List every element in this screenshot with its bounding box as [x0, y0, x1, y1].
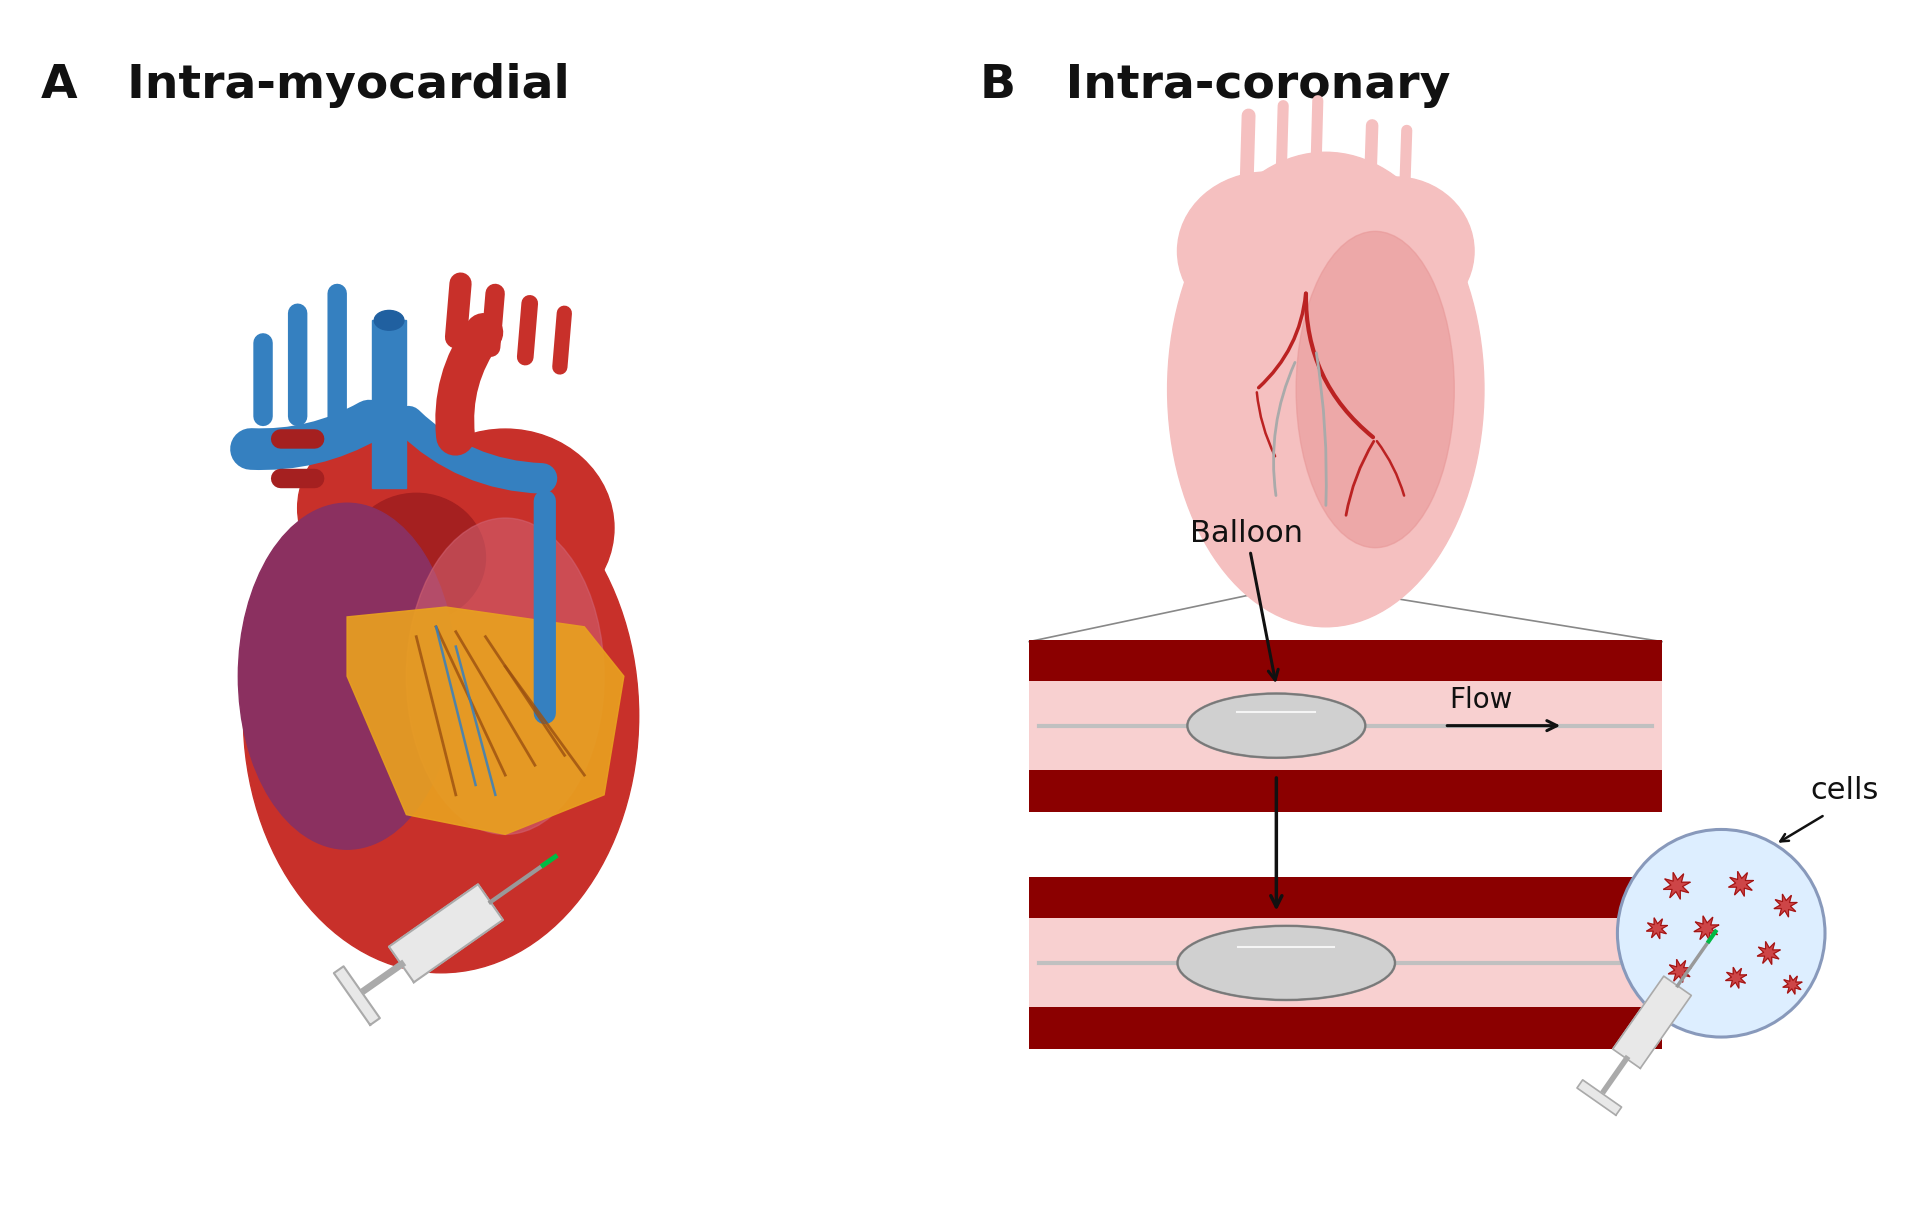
- FancyBboxPatch shape: [1029, 770, 1663, 812]
- Polygon shape: [348, 607, 624, 835]
- Polygon shape: [1576, 1079, 1622, 1115]
- FancyArrowPatch shape: [1260, 293, 1306, 388]
- Polygon shape: [1784, 975, 1803, 994]
- FancyArrowPatch shape: [455, 332, 484, 436]
- Ellipse shape: [1167, 152, 1484, 627]
- Polygon shape: [1757, 942, 1780, 965]
- FancyArrowPatch shape: [252, 421, 369, 449]
- FancyArrowPatch shape: [1346, 442, 1373, 515]
- Polygon shape: [1647, 918, 1667, 938]
- FancyArrowPatch shape: [1273, 363, 1294, 495]
- Text: cells: cells: [1811, 775, 1878, 804]
- Polygon shape: [1613, 976, 1692, 1069]
- Polygon shape: [390, 885, 503, 982]
- Ellipse shape: [1177, 926, 1396, 1000]
- Polygon shape: [1728, 871, 1753, 896]
- Polygon shape: [1663, 873, 1690, 899]
- Ellipse shape: [374, 310, 403, 330]
- FancyBboxPatch shape: [1029, 1008, 1663, 1049]
- FancyBboxPatch shape: [1029, 877, 1663, 919]
- Ellipse shape: [1315, 176, 1475, 325]
- FancyArrowPatch shape: [526, 303, 530, 357]
- FancyArrowPatch shape: [409, 421, 541, 478]
- Text: Balloon: Balloon: [1190, 518, 1304, 680]
- Polygon shape: [1774, 894, 1797, 918]
- Text: Flow: Flow: [1450, 686, 1513, 714]
- Polygon shape: [334, 966, 380, 1025]
- Polygon shape: [1668, 959, 1692, 982]
- FancyArrowPatch shape: [1377, 441, 1404, 495]
- FancyBboxPatch shape: [1029, 919, 1663, 1008]
- Ellipse shape: [348, 493, 486, 622]
- Polygon shape: [1693, 916, 1718, 941]
- Polygon shape: [1726, 968, 1747, 988]
- Ellipse shape: [298, 419, 495, 598]
- FancyArrowPatch shape: [1306, 293, 1373, 437]
- Ellipse shape: [238, 503, 455, 849]
- Text: A   Intra-myocardial: A Intra-myocardial: [40, 63, 570, 108]
- Ellipse shape: [1187, 694, 1365, 758]
- Ellipse shape: [407, 518, 605, 835]
- Polygon shape: [372, 320, 407, 488]
- Text: B   Intra-coronary: B Intra-coronary: [979, 63, 1450, 108]
- FancyArrowPatch shape: [492, 293, 495, 347]
- FancyArrowPatch shape: [1258, 392, 1275, 456]
- Ellipse shape: [1296, 231, 1453, 548]
- FancyArrowPatch shape: [561, 313, 564, 368]
- FancyArrowPatch shape: [457, 284, 461, 337]
- FancyBboxPatch shape: [1029, 682, 1663, 770]
- Ellipse shape: [244, 459, 639, 972]
- FancyBboxPatch shape: [1029, 640, 1663, 682]
- Ellipse shape: [1177, 172, 1356, 330]
- Circle shape: [1617, 830, 1826, 1037]
- Ellipse shape: [397, 430, 614, 627]
- FancyArrowPatch shape: [1317, 353, 1327, 505]
